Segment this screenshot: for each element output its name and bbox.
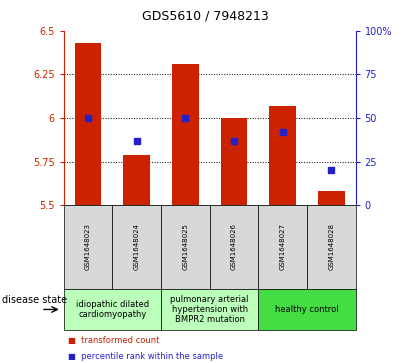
Text: pulmonary arterial
hypertension with
BMPR2 mutation: pulmonary arterial hypertension with BMP… [171,294,249,325]
Text: GSM1648025: GSM1648025 [182,223,188,270]
Text: ■  transformed count: ■ transformed count [68,336,159,345]
Bar [123,155,150,205]
Bar [221,118,247,205]
Text: idiopathic dilated
cardiomyopathy: idiopathic dilated cardiomyopathy [76,300,149,319]
Text: GSM1648028: GSM1648028 [328,223,334,270]
Text: ■  percentile rank within the sample: ■ percentile rank within the sample [68,352,223,361]
Text: disease state: disease state [2,295,67,305]
Bar [269,106,296,205]
Bar [318,191,344,205]
Bar [172,64,199,205]
Text: GSM1648027: GSM1648027 [279,223,286,270]
Bar [75,43,102,205]
Text: GSM1648026: GSM1648026 [231,223,237,270]
Text: healthy control: healthy control [275,305,339,314]
Text: GSM1648024: GSM1648024 [134,223,140,270]
Text: GSM1648023: GSM1648023 [85,223,91,270]
Text: GDS5610 / 7948213: GDS5610 / 7948213 [142,9,269,22]
